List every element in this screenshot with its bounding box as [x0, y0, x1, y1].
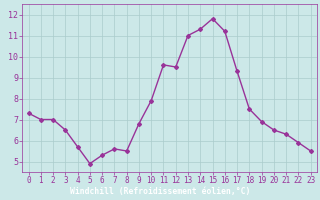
- Text: Windchill (Refroidissement éolien,°C): Windchill (Refroidissement éolien,°C): [70, 187, 250, 196]
